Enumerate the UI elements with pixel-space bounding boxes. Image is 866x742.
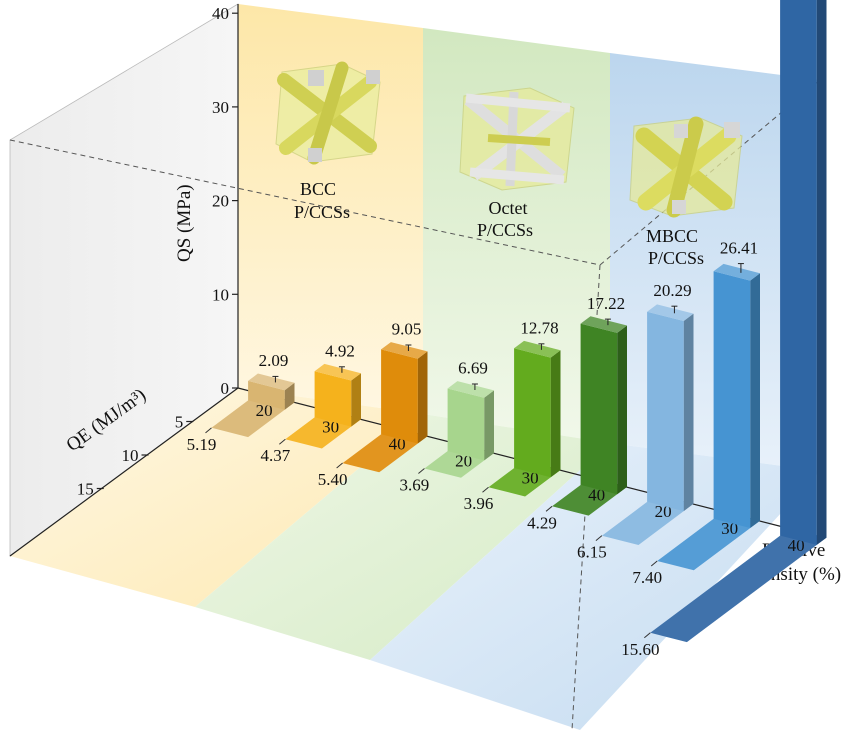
group-label-bcc-line1: BCC	[300, 179, 336, 199]
qs-bar	[580, 323, 618, 495]
qs-value-label: 26.41	[720, 238, 758, 257]
qs-value-label: 2.09	[259, 351, 289, 370]
mbcc-lattice-icon	[629, 116, 743, 218]
qs-tick-label: 0	[221, 379, 230, 398]
qe-bar-tick	[595, 535, 603, 542]
octet-lattice-icon	[459, 87, 575, 191]
qs-bar-side	[550, 350, 561, 478]
qe-axis-ticks: 5 10 15	[77, 413, 194, 499]
qe-value-label: 4.37	[260, 446, 290, 465]
qe-bar-tick	[205, 427, 212, 434]
qe-axis-line	[9, 387, 239, 557]
qe-bar-tick	[279, 438, 286, 445]
qe-bar-tick	[644, 632, 651, 639]
qs-bar-side	[617, 325, 627, 495]
qs-bar-top	[447, 381, 494, 398]
group-label-octet-line1: Octet	[489, 198, 528, 218]
qe-value-label: 15.60	[621, 640, 659, 659]
qe-value-label: 3.69	[400, 475, 430, 494]
qe-floor-bar	[650, 528, 827, 643]
qs-bar-side	[750, 273, 760, 528]
qs-axis-title: QS (MPa)	[174, 184, 195, 262]
floor-panel-mbcc	[370, 443, 820, 730]
qe-bar-tick	[482, 486, 489, 493]
dashed-guide	[571, 264, 601, 731]
qs-bar-side	[683, 313, 694, 512]
qe-bar-tick	[418, 468, 425, 474]
qs-value-label: 12.78	[520, 319, 558, 338]
qs-bar	[647, 311, 684, 512]
qs-value-label: 17.22	[587, 294, 625, 313]
qe-value-label: 5.40	[318, 470, 348, 489]
qe-tick-label: 10	[122, 446, 139, 465]
qe-bar-tick	[650, 560, 658, 567]
dashed-guide	[599, 79, 821, 266]
qs-bar-top	[381, 342, 428, 359]
qs-bar-top	[713, 263, 760, 281]
qe-value-label: 7.40	[632, 568, 662, 587]
qs-bar	[713, 271, 751, 528]
qs-bar	[447, 388, 485, 461]
dashed-guide	[9, 139, 601, 266]
qs-bar-side	[816, 0, 827, 545]
qs-bar	[780, 0, 817, 545]
qs-value-label: 4.92	[325, 342, 355, 361]
qs-bar-top	[314, 363, 361, 381]
qs-vertical-bars: 2.094.929.056.6912.7817.2220.2926.4162.5…	[248, 0, 827, 545]
group-label-mbcc-line1: MBCC	[646, 226, 698, 246]
qs-bar-side	[484, 390, 494, 461]
qs-bar-top	[647, 304, 694, 321]
group-label-bcc-line2: P/CCSs	[294, 202, 350, 222]
qs-value-label: 6.69	[458, 359, 488, 378]
qs-bar	[314, 371, 352, 427]
qe-value-label: 4.29	[527, 513, 557, 532]
qs-bar-top	[514, 340, 561, 358]
qe-value-label: 3.96	[464, 494, 494, 513]
qs-bar	[248, 380, 285, 410]
qs-bar	[381, 349, 418, 444]
qs-tick-label: 10	[212, 285, 229, 304]
qs-bar-top	[580, 316, 627, 333]
group-label-octet-line2: P/CCSs	[477, 220, 533, 240]
qe-floor-bar	[657, 511, 760, 571]
group-label-mbcc-line2: P/CCSs	[648, 248, 704, 268]
qe-tick-label: 15	[77, 480, 94, 499]
qs-bar-side	[417, 351, 428, 444]
qs-bar	[514, 348, 551, 478]
bcc-lattice-icon	[275, 61, 381, 165]
qs-bar-side	[351, 373, 361, 427]
qs-value-label: 20.29	[653, 281, 691, 300]
qe-bar-tick	[545, 505, 553, 512]
qs-axis-ticks: 0102030405060	[212, 4, 238, 398]
qs-bar-side	[284, 382, 295, 410]
qs-tick-label: 30	[212, 98, 229, 117]
qs-tick-label: 20	[212, 192, 229, 211]
qe-value-label: 6.15	[577, 543, 607, 562]
qe-value-label: 5.19	[187, 435, 217, 454]
qs-tick-label: 40	[212, 4, 229, 23]
qs-value-label: 9.05	[392, 320, 422, 339]
qs-bar-top	[248, 373, 295, 391]
qe-tick-label: 5	[175, 413, 184, 432]
qe-bar-tick	[336, 462, 343, 469]
